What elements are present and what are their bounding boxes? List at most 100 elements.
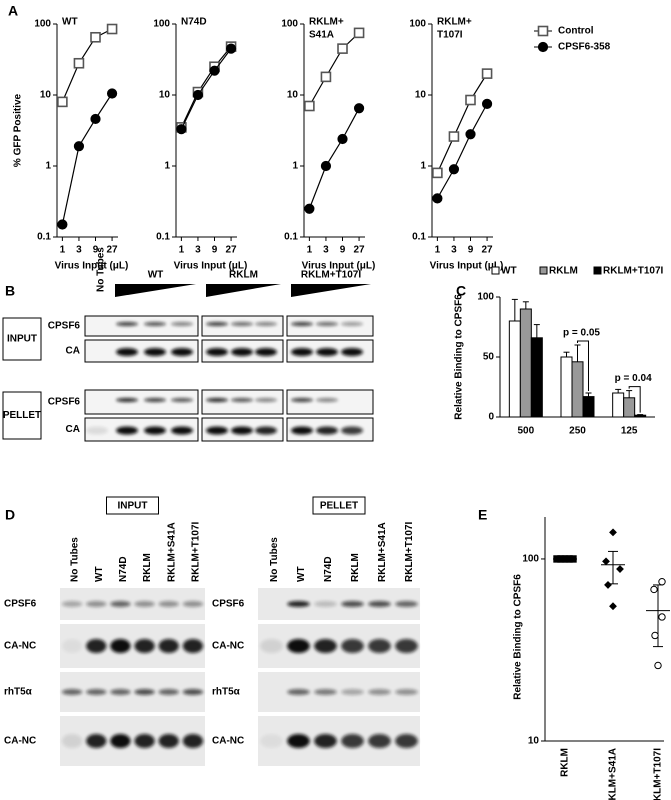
- marker: [176, 124, 187, 135]
- row-label: CPSF6: [4, 599, 37, 610]
- marker: [90, 113, 101, 125]
- section-label: PELLET: [3, 410, 41, 421]
- section-box: [2, 317, 42, 361]
- marker: [481, 98, 493, 109]
- x-axis-label: Virus Input (μL): [174, 261, 248, 272]
- y-axis-label: % GFP Positive: [13, 93, 24, 167]
- bar: [560, 356, 573, 418]
- band: [255, 426, 277, 435]
- band: [110, 639, 131, 653]
- band: [86, 426, 108, 435]
- x-axis-label: Virus Input (μL): [302, 261, 376, 272]
- marker: [465, 129, 476, 140]
- bar: [571, 361, 584, 418]
- marker: [304, 203, 315, 214]
- band: [144, 322, 166, 326]
- series-line: [180, 46, 232, 128]
- legend-swatch: [539, 266, 548, 275]
- blot: [201, 315, 284, 337]
- x-tick-label: 3: [451, 245, 457, 256]
- x-tick-label: RKLM+T107I: [653, 748, 664, 800]
- band: [231, 322, 253, 326]
- y-tick-label: 10: [415, 90, 427, 101]
- blot: [60, 624, 205, 668]
- blot: [60, 716, 205, 766]
- x-tick-label: 9: [212, 245, 218, 256]
- band: [158, 689, 179, 695]
- band: [255, 322, 277, 326]
- series-line: [436, 73, 488, 174]
- band: [255, 398, 277, 402]
- band: [158, 601, 179, 607]
- band: [291, 426, 313, 435]
- blot: [286, 389, 374, 415]
- band: [206, 348, 228, 356]
- row-label: CPSF6: [212, 599, 245, 610]
- band: [341, 639, 364, 653]
- y-tick-label: 10: [159, 90, 171, 101]
- band: [110, 601, 131, 607]
- section-label: INPUT: [7, 334, 37, 345]
- row-label: CA: [66, 424, 80, 435]
- titration-wedge: [115, 284, 196, 297]
- marker: [658, 613, 666, 621]
- band: [158, 734, 179, 748]
- marker: [650, 585, 658, 594]
- band: [287, 689, 310, 695]
- marker: [481, 68, 493, 79]
- series-line: [308, 32, 360, 107]
- band: [341, 322, 363, 326]
- y-tick-label: 100: [153, 19, 170, 30]
- row-label: CA-NC: [212, 736, 244, 747]
- band: [86, 639, 107, 653]
- x-tick-label: 1: [435, 245, 441, 256]
- band: [287, 734, 310, 748]
- bar: [519, 308, 532, 418]
- blot: [258, 672, 420, 712]
- bar: [582, 396, 595, 418]
- band: [134, 689, 155, 695]
- x-axis-label: Virus Input (μL): [430, 261, 504, 272]
- lane-label: N74D: [323, 556, 334, 582]
- lane-label: RKLM+T107I: [404, 521, 415, 582]
- annotation: p = 0.05: [563, 328, 600, 339]
- chart-title: WT: [62, 17, 78, 28]
- marker: [57, 96, 68, 108]
- blot: [258, 624, 420, 668]
- lane-label: No Tubes: [269, 537, 280, 582]
- band: [182, 734, 204, 748]
- x-tick-label: 125: [621, 426, 638, 437]
- band: [61, 689, 83, 695]
- band: [395, 601, 418, 607]
- band: [116, 348, 138, 356]
- band: [395, 639, 418, 653]
- bar: [612, 392, 625, 418]
- band: [86, 689, 107, 695]
- band: [206, 322, 228, 326]
- legend-label: RKLM+T107I: [603, 266, 664, 277]
- band: [260, 639, 283, 653]
- blot: [60, 672, 205, 712]
- y-tick-label: 100: [522, 554, 539, 565]
- band: [158, 639, 179, 653]
- marker: [609, 602, 617, 611]
- marker: [209, 65, 220, 76]
- blot: [258, 588, 420, 620]
- row-label: rhT5α: [4, 687, 33, 698]
- band: [86, 601, 107, 607]
- band: [395, 734, 418, 748]
- band: [144, 398, 166, 402]
- row-label: CA-NC: [4, 641, 36, 652]
- band: [134, 601, 155, 607]
- band: [341, 601, 364, 607]
- blot: [201, 389, 284, 415]
- row-label: CA-NC: [4, 736, 36, 747]
- band: [182, 689, 204, 695]
- y-tick-label: 1: [45, 161, 51, 172]
- band: [171, 322, 193, 326]
- lane-label: WT: [94, 566, 105, 582]
- group-label: RKLM: [229, 270, 258, 281]
- group-label: WT: [148, 270, 164, 281]
- group-label: RKLM+T107I: [301, 270, 362, 281]
- band: [316, 348, 338, 356]
